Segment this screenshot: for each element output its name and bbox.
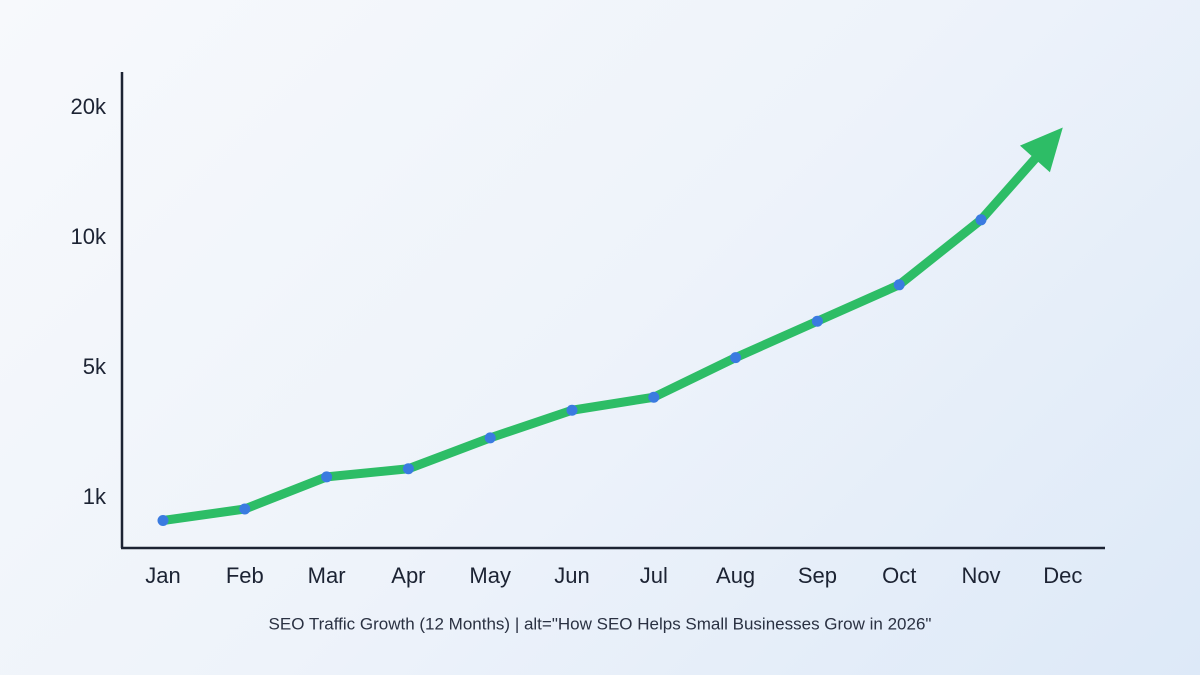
x-tick-label: May <box>469 563 511 588</box>
data-point <box>157 515 169 526</box>
y-tick-label: 10k <box>71 224 107 249</box>
y-tick-label: 5k <box>83 354 107 379</box>
data-point <box>321 471 333 483</box>
caption: SEO Traffic Growth (12 Months) | alt="Ho… <box>269 614 932 633</box>
data-point <box>402 463 414 475</box>
arrow-head <box>1019 127 1063 173</box>
y-tick-label: 1k <box>83 484 107 509</box>
x-tick-label: Jan <box>145 563 180 588</box>
data-point <box>566 404 578 416</box>
x-tick-label: Aug <box>716 563 755 588</box>
trend-line <box>158 148 1046 525</box>
data-point <box>811 315 823 327</box>
data-point <box>975 214 987 226</box>
data-point <box>239 503 251 515</box>
x-tick-label: Mar <box>308 563 346 588</box>
x-tick-label: Jun <box>554 563 589 588</box>
x-tick-label: Nov <box>961 563 1000 588</box>
data-point <box>648 391 660 403</box>
x-tick-label: Apr <box>391 563 425 588</box>
x-tick-label: Feb <box>226 563 264 588</box>
y-tick-label: 20k <box>71 94 107 119</box>
x-tick-label: Jul <box>640 563 668 588</box>
data-point <box>893 279 905 291</box>
x-tick-label: Dec <box>1043 563 1082 588</box>
data-point <box>730 352 742 364</box>
x-tick-label: Sep <box>798 563 837 588</box>
x-tick-label: Oct <box>882 563 916 588</box>
data-point <box>484 432 496 444</box>
